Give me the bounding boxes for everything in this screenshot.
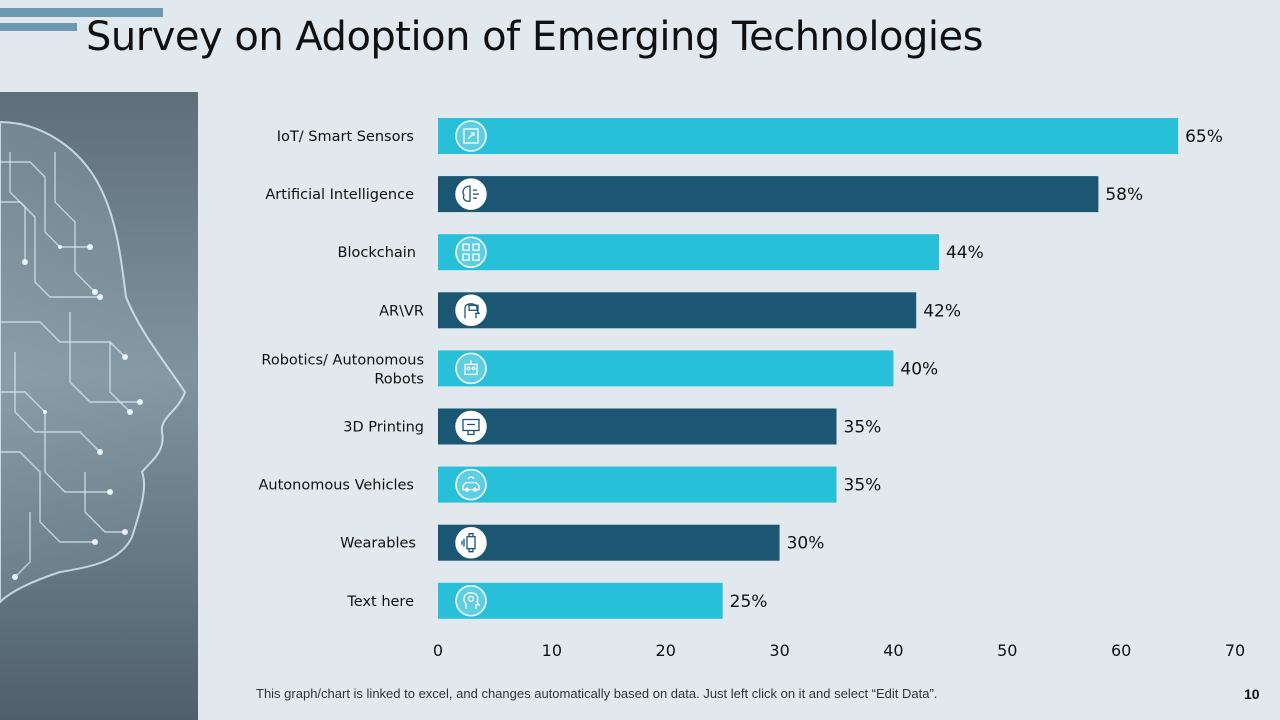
category-label-3: AR\VR [379, 303, 424, 319]
brain-icon-badge [455, 178, 487, 210]
head-silhouette [0, 120, 187, 604]
slide-title: Survey on Adoption of Emerging Technolog… [86, 14, 983, 60]
category-label-8: Text here [346, 594, 414, 610]
x-tick-label-3: 30 [769, 641, 789, 660]
ai-head-image [0, 92, 198, 720]
category-label-1: Artificial Intelligence [265, 187, 414, 203]
blockchain-icon-badge [455, 236, 487, 268]
x-tick-label-7: 70 [1225, 641, 1245, 660]
bar-7 [438, 524, 780, 561]
x-tick-label-1: 10 [542, 641, 562, 660]
x-tick-label-6: 60 [1111, 641, 1131, 660]
bar-1 [438, 176, 1099, 213]
value-label-2: 44% [946, 243, 984, 263]
bar-6 [438, 466, 837, 503]
category-label-5: 3D Printing [343, 420, 424, 436]
car-wifi-icon [462, 476, 480, 492]
value-label-6: 35% [844, 476, 882, 496]
value-label-8: 25% [730, 592, 768, 612]
x-tick-label-5: 50 [997, 641, 1017, 660]
category-label-4-line-0: Robotics/ Autonomous [261, 352, 424, 368]
x-tick-label-4: 40 [883, 641, 903, 660]
vr-headset-icon [464, 303, 481, 319]
blockchain-icon [462, 243, 480, 261]
value-label-0: 65% [1185, 127, 1223, 147]
category-label-7: Wearables [340, 536, 416, 552]
category-label-2: Blockchain [338, 245, 416, 261]
car-wifi-icon-badge [455, 468, 487, 501]
value-label-5: 35% [844, 418, 882, 438]
printer-3d-icon [462, 418, 480, 436]
value-label-1: 58% [1105, 185, 1143, 205]
value-label-7: 30% [787, 534, 825, 554]
sensor-icon [463, 128, 479, 144]
bar-2 [438, 234, 939, 271]
category-label-4-line-1: Robots [374, 371, 424, 387]
bar-4 [438, 350, 894, 387]
category-label-0: IoT/ Smart Sensors [277, 129, 414, 145]
value-label-4: 40% [900, 359, 938, 379]
smartwatch-icon [461, 533, 476, 553]
bar-0 [438, 118, 1179, 154]
robot-icon-badge [455, 352, 487, 385]
accent-bar-bottom [0, 23, 77, 31]
page-number: 10 [1244, 686, 1260, 702]
bar-5 [438, 408, 837, 445]
robot-icon [464, 360, 478, 376]
category-label-6: Autonomous Vehicles [259, 478, 415, 494]
printer-3d-icon-badge [455, 410, 487, 443]
head-gears-icon [463, 592, 481, 609]
value-label-3: 42% [923, 301, 961, 321]
brain-icon [462, 185, 479, 202]
x-tick-label-0: 0 [433, 641, 443, 660]
accent-bar-top [0, 8, 163, 17]
bar-3 [438, 292, 917, 329]
smartwatch-icon-badge [455, 526, 487, 559]
x-tick-label-2: 20 [656, 641, 676, 660]
footer-note: This graph/chart is linked to excel, and… [256, 686, 938, 701]
